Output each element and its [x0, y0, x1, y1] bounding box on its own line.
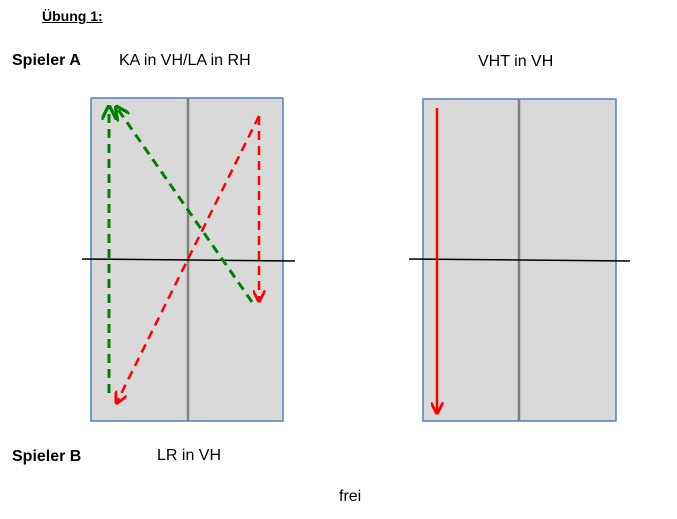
right-table [408, 98, 631, 422]
exercise-title: Übung 1: [42, 8, 103, 24]
footer-label: frei [339, 488, 362, 505]
left-table-return-label: LR in VH [157, 447, 222, 464]
right-table-net [408, 258, 631, 262]
green-arrow-diagonal [117, 108, 254, 303]
left-table-net [81, 258, 296, 262]
left-table-label: KA in VH/LA in RH [119, 52, 251, 69]
player-b-label: Spieler B [12, 448, 82, 465]
player-a-label: Spieler A [12, 52, 81, 69]
red-arrow-diagonal [117, 115, 261, 402]
left-table [81, 97, 296, 422]
right-table-label: VHT in VH [478, 53, 554, 70]
